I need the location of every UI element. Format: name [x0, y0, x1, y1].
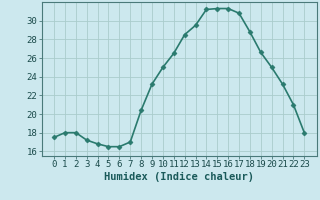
X-axis label: Humidex (Indice chaleur): Humidex (Indice chaleur) [104, 172, 254, 182]
